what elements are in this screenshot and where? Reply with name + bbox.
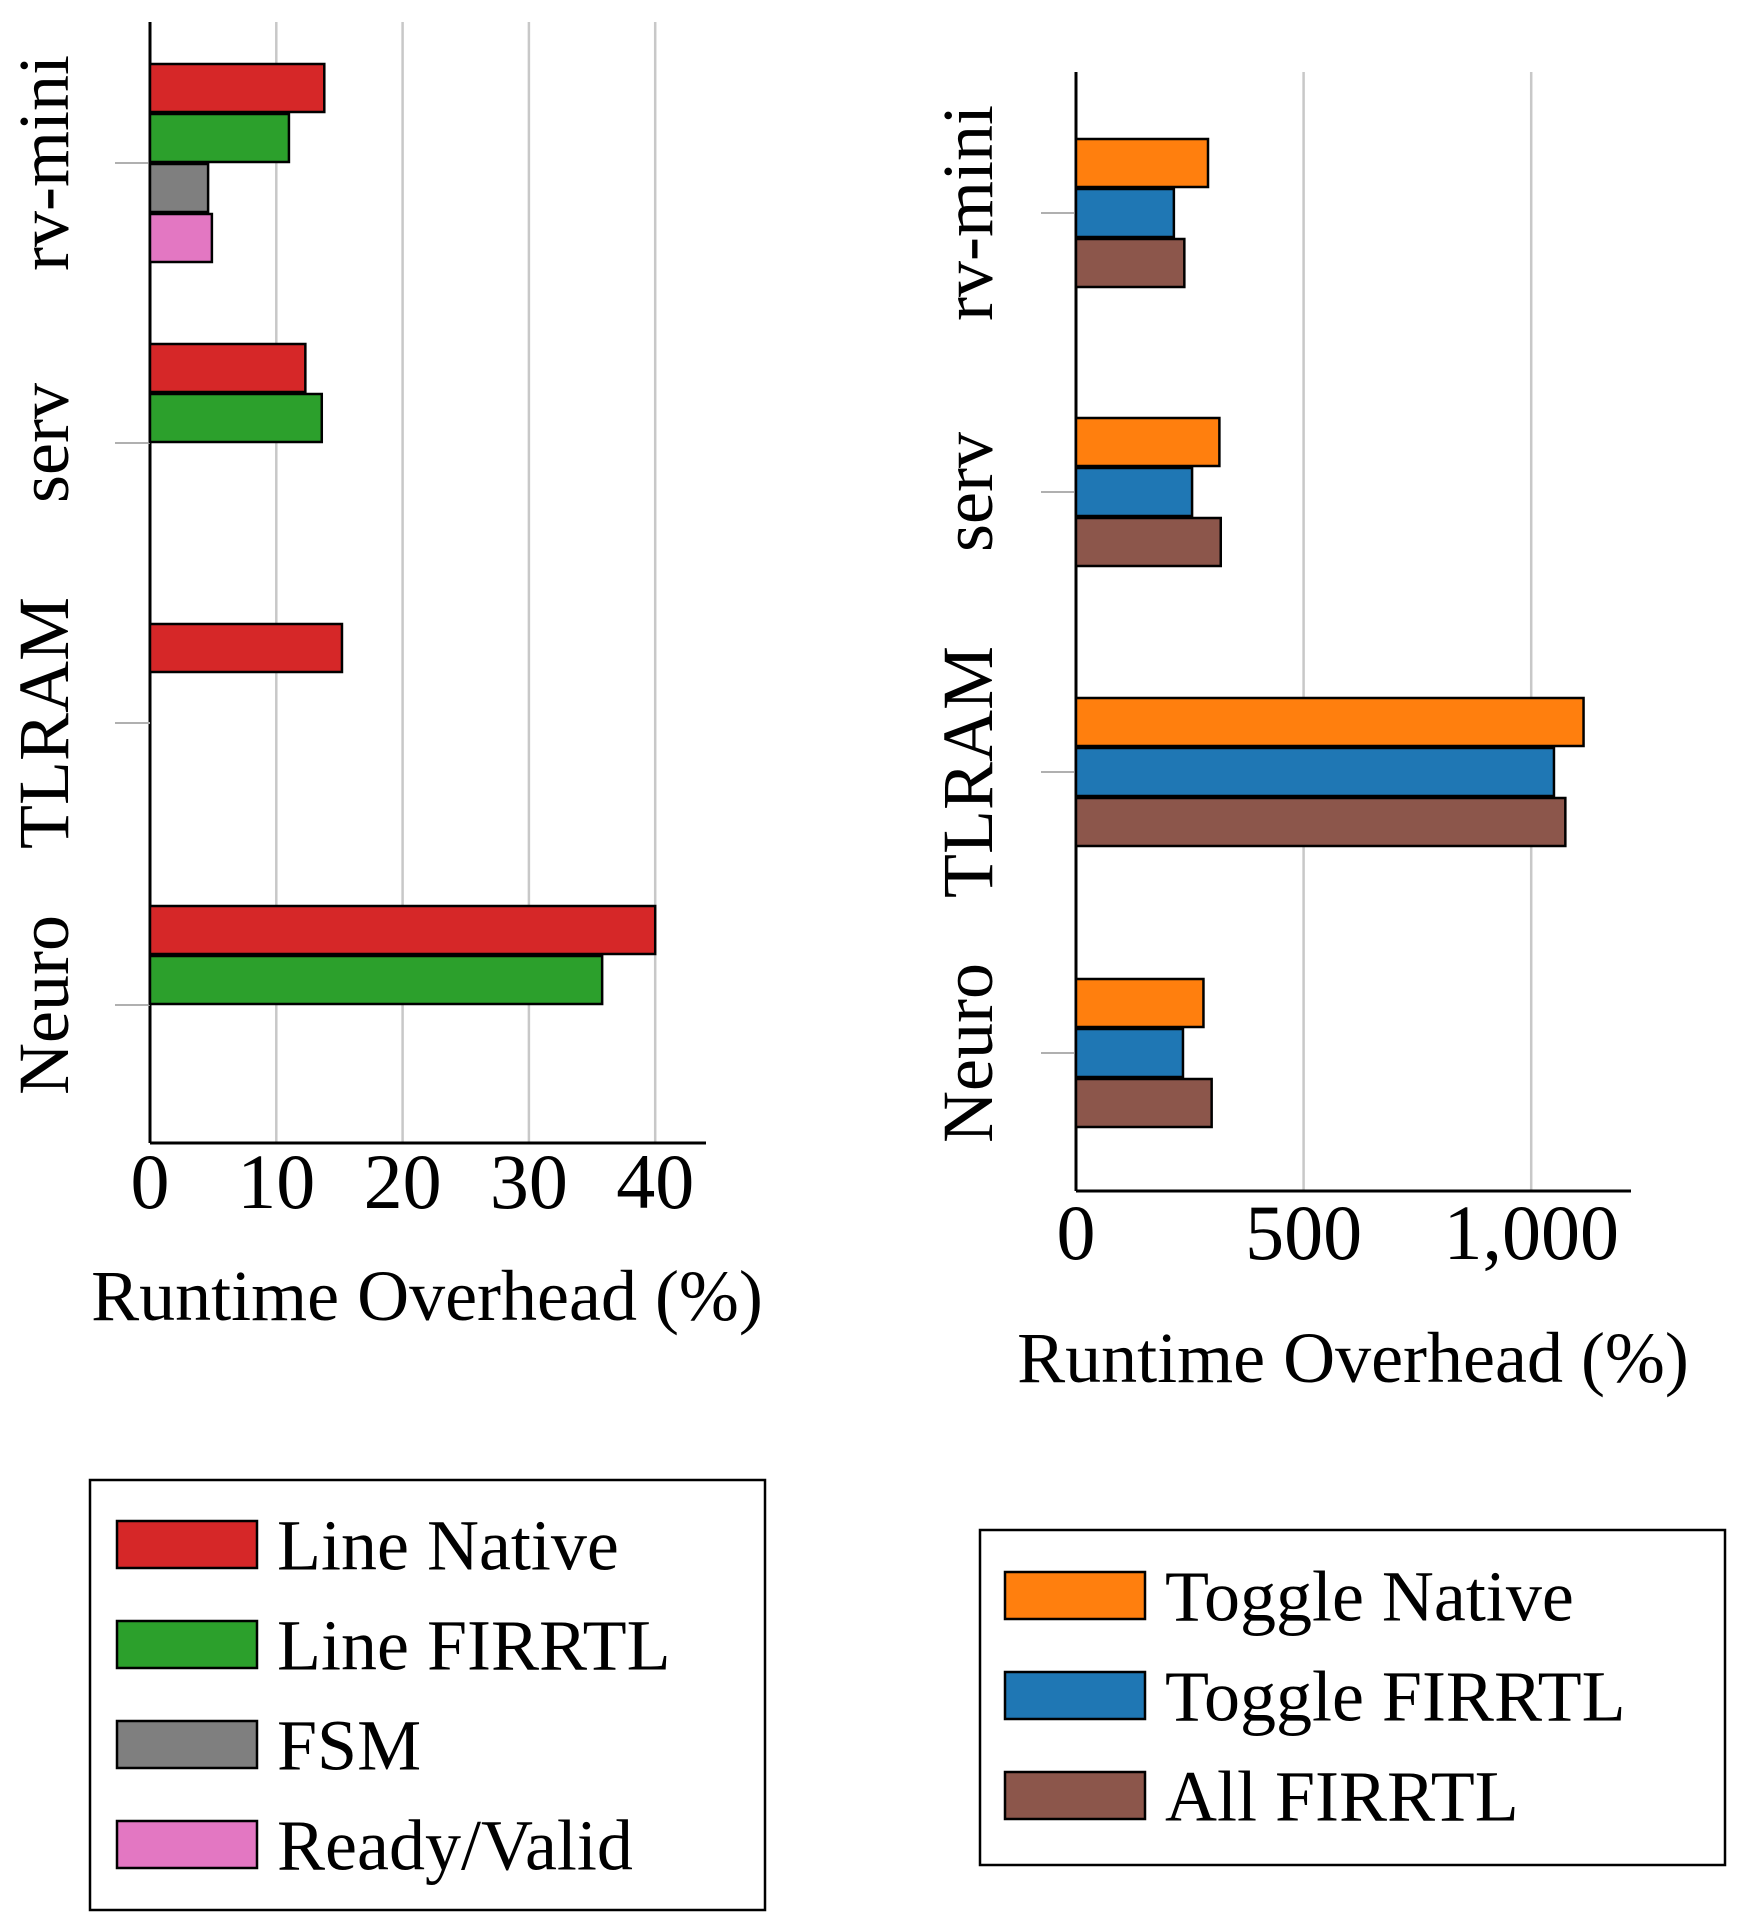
bar-toggle-firrtl-serv xyxy=(1074,466,1194,518)
category-label-tlram: TLRAM xyxy=(928,646,1008,898)
chart-left: 0 10 20 30 40 Runtime Overhead (%) rv-mini serv… xyxy=(4,22,763,1336)
bar-line-firrtl-rv-mini xyxy=(148,112,291,164)
bar-line-firrtl-neuro xyxy=(148,954,604,1006)
bar-all-firrtl-rv-mini xyxy=(1074,237,1186,289)
legend-swatch-all-firrtl xyxy=(1003,1770,1147,1821)
x-tick-label: 500 xyxy=(1245,1189,1362,1276)
bar-line-firrtl-serv xyxy=(148,392,324,444)
legend-label-toggle-native: Toggle Native xyxy=(1165,1557,1574,1637)
bar-toggle-firrtl-tlram xyxy=(1074,746,1556,798)
bar-line-native-neuro xyxy=(148,904,657,956)
legend-label-line-firrtl: Line FIRRTL xyxy=(277,1606,671,1686)
legend-label-toggle-firrtl: Toggle FIRRTL xyxy=(1165,1657,1626,1737)
x-tick-label: 40 xyxy=(616,1138,694,1225)
bar-toggle-firrtl-rv-mini xyxy=(1074,187,1176,239)
x-tick-label: 0 xyxy=(1057,1189,1096,1276)
bar-line-native-tlram xyxy=(148,622,344,674)
bar-toggle-native-rv-mini xyxy=(1074,137,1210,189)
bar-toggle-native-serv xyxy=(1074,416,1221,468)
x-tick-label: 10 xyxy=(237,1138,315,1225)
bar-toggle-firrtl-neuro xyxy=(1074,1027,1185,1079)
legend-right: Toggle Native Toggle FIRRTL All FIRRTL xyxy=(978,1528,1727,1867)
x-tick-label: 1,000 xyxy=(1443,1189,1619,1276)
bar-toggle-native-tlram xyxy=(1074,696,1585,748)
category-label-neuro: Neuro xyxy=(928,963,1008,1143)
legend-swatch-toggle-native xyxy=(1003,1570,1147,1621)
bar-line-native-rv-mini xyxy=(148,62,326,114)
x-axis-title: Runtime Overhead (%) xyxy=(1017,1318,1689,1398)
legend-label-all-firrtl: All FIRRTL xyxy=(1165,1757,1519,1837)
bar-all-firrtl-serv xyxy=(1074,516,1223,568)
x-axis-title: Runtime Overhead (%) xyxy=(91,1256,763,1336)
legend-label-line-native: Line Native xyxy=(277,1506,619,1586)
legend-swatch-ready-valid xyxy=(115,1819,259,1870)
category-label-rv-mini: rv-mini xyxy=(4,55,84,271)
legend-label-fsm: FSM xyxy=(277,1706,421,1786)
x-tick-label: 30 xyxy=(490,1138,568,1225)
category-label-tlram: TLRAM xyxy=(4,597,84,849)
bar-line-native-serv xyxy=(148,342,307,394)
legend-label-ready-valid: Ready/Valid xyxy=(277,1806,633,1886)
category-label-serv: serv xyxy=(928,432,1008,552)
legend-swatch-line-firrtl xyxy=(115,1619,259,1670)
bar-all-firrtl-tlram xyxy=(1074,796,1567,848)
legend-swatch-toggle-firrtl xyxy=(1003,1670,1147,1721)
category-label-serv: serv xyxy=(4,383,84,503)
legend-swatch-line-native xyxy=(115,1519,259,1570)
bar-toggle-native-neuro xyxy=(1074,977,1205,1029)
bar-all-firrtl-neuro xyxy=(1074,1077,1213,1129)
x-tick-label: 20 xyxy=(364,1138,442,1225)
bar-fsm-rv-mini xyxy=(148,162,210,214)
legend-swatch-fsm xyxy=(115,1719,259,1770)
bar-ready-valid-rv-mini xyxy=(148,212,214,264)
category-label-neuro: Neuro xyxy=(4,915,84,1095)
x-tick-label: 0 xyxy=(131,1138,170,1225)
legend-left: Line Native Line FIRRTL FSM Ready/Valid xyxy=(88,1478,767,1912)
category-label-rv-mini: rv-mini xyxy=(928,105,1008,321)
chart-right: 0 500 1,000 Runtime Overhead (%) rv-mini serv… xyxy=(928,72,1689,1398)
